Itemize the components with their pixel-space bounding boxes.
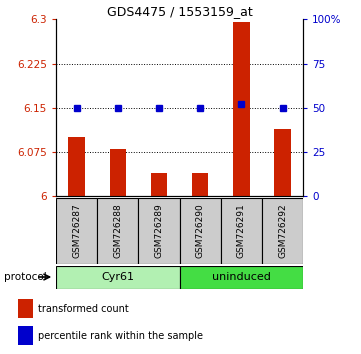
- Bar: [180, 266, 303, 289]
- Text: GSM726288: GSM726288: [113, 204, 122, 258]
- Bar: [180, 198, 221, 264]
- Text: percentile rank within the sample: percentile rank within the sample: [38, 331, 203, 341]
- Text: uninduced: uninduced: [212, 272, 271, 282]
- Text: GSM726291: GSM726291: [237, 204, 246, 258]
- Bar: [274, 129, 291, 196]
- Bar: [97, 198, 138, 264]
- Bar: [221, 198, 262, 264]
- Bar: [192, 173, 208, 196]
- Bar: [56, 198, 97, 264]
- Text: GSM726290: GSM726290: [196, 204, 205, 258]
- Title: GDS4475 / 1553159_at: GDS4475 / 1553159_at: [107, 5, 252, 18]
- Text: GSM726292: GSM726292: [278, 204, 287, 258]
- Bar: [262, 198, 303, 264]
- Text: GSM726287: GSM726287: [72, 204, 81, 258]
- Bar: [56, 266, 180, 289]
- Bar: [18, 299, 33, 318]
- Bar: [68, 137, 85, 196]
- Text: protocol: protocol: [4, 272, 46, 282]
- Text: transformed count: transformed count: [38, 304, 129, 314]
- Bar: [151, 173, 167, 196]
- Bar: [109, 149, 126, 196]
- Text: GSM726289: GSM726289: [155, 204, 164, 258]
- Bar: [233, 22, 250, 196]
- Text: Cyr61: Cyr61: [101, 272, 134, 282]
- Bar: [138, 198, 180, 264]
- Bar: [18, 326, 33, 345]
